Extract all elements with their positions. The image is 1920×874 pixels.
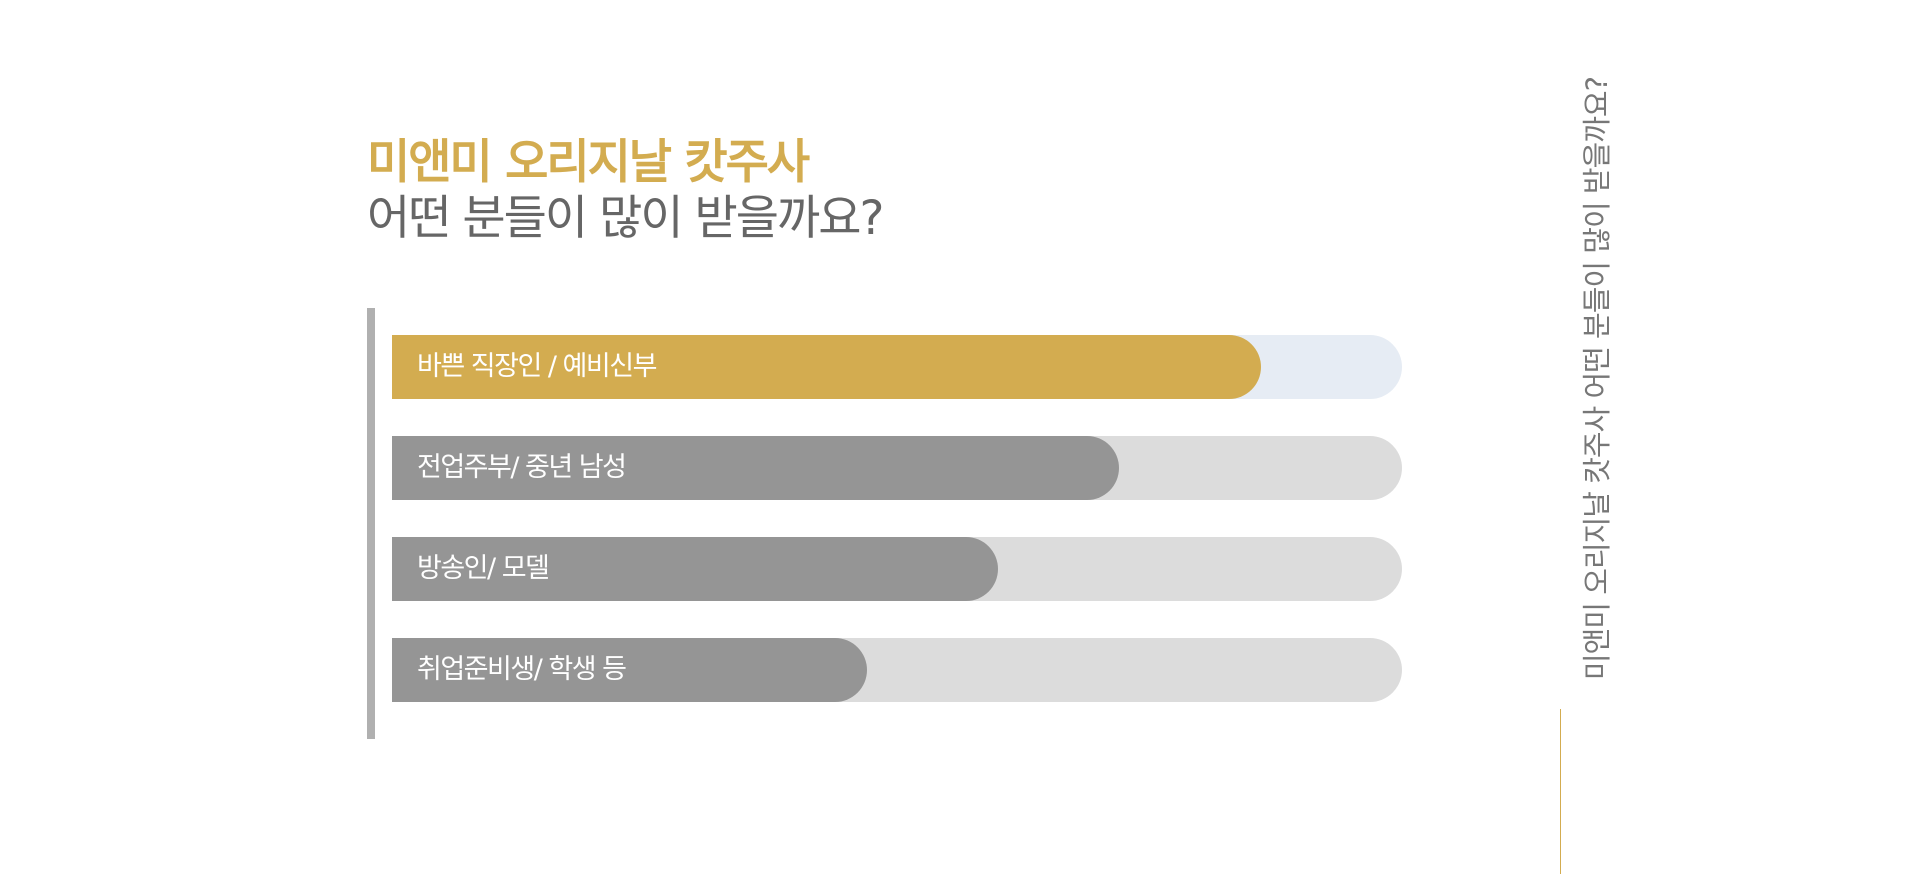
- page-subtitle: 어떤 분들이 많이 받을까요?: [367, 191, 884, 246]
- bar-label: 전업주부/ 중년 남성: [417, 452, 627, 483]
- chart-axis-bar: [367, 308, 375, 739]
- bar-label: 방송인/ 모델: [417, 553, 550, 584]
- bar-label: 바쁜 직장인 / 예비신부: [417, 351, 657, 382]
- bar: [392, 638, 867, 702]
- bar-track: 취업준비생/ 학생 등: [392, 638, 1402, 702]
- bar-track: 방송인/ 모델: [392, 537, 1402, 601]
- bar: [392, 436, 1119, 500]
- title-block: 미앤미 오리지날 캇주사 어떤 분들이 많이 받을까요?: [367, 135, 884, 247]
- bar-label: 취업준비생/ 학생 등: [417, 654, 627, 685]
- bar-track: 바쁜 직장인 / 예비신부: [392, 335, 1402, 399]
- page-title: 미앤미 오리지날 캇주사: [367, 135, 810, 190]
- side-caption: 미앤미 오리지날 캇주사 어떤 분들이 많이 받을까요?: [1580, 77, 1614, 680]
- bar: [392, 537, 998, 601]
- bar: [392, 335, 1261, 399]
- bar-track: 전업주부/ 중년 남성: [392, 436, 1402, 500]
- side-divider-line: [1560, 709, 1561, 874]
